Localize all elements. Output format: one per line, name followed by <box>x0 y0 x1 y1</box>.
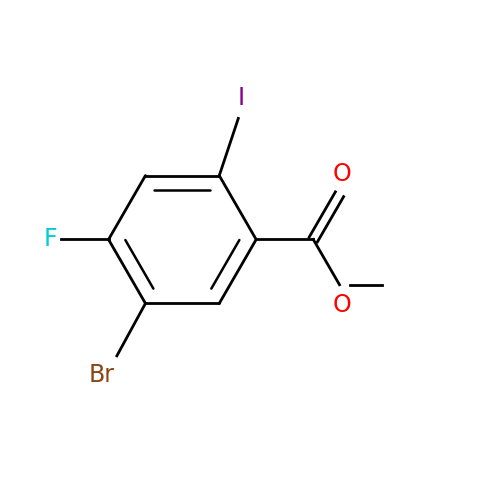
Text: F: F <box>44 228 57 251</box>
Text: O: O <box>332 162 351 186</box>
Text: O: O <box>332 293 351 317</box>
Text: I: I <box>237 86 244 110</box>
Text: Br: Br <box>89 363 114 387</box>
